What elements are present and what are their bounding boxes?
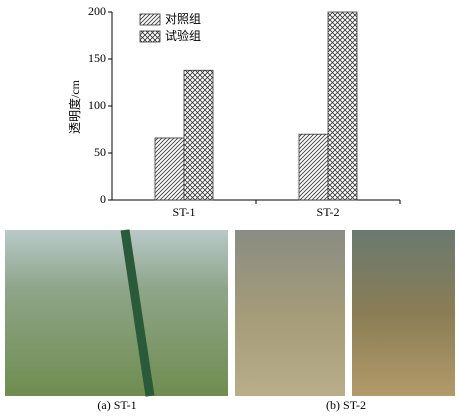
legend-swatch (140, 31, 160, 42)
bar (299, 134, 328, 200)
bar (328, 12, 357, 200)
y-axis-label: 透明度/cm (67, 79, 82, 134)
photo (5, 230, 228, 396)
y-tick-label: 150 (88, 51, 106, 65)
legend-swatch (140, 14, 160, 25)
figure: 透明度/cm (a) ST-1 (b) ST-2 0 50 100 150 200 ST-… (0, 0, 459, 416)
bar (184, 70, 213, 200)
bar (155, 138, 184, 200)
photo (235, 230, 345, 396)
y-tick-label: 100 (88, 98, 106, 112)
y-tick-label: 200 (88, 4, 106, 18)
y-tick-label: 0 (100, 192, 106, 206)
x-tick-label: ST-1 (173, 205, 196, 219)
y-tick-label: 50 (94, 145, 106, 159)
legend-label: 试验组 (165, 28, 201, 43)
caption: (a) ST-1 (97, 398, 136, 412)
legend-label: 对照组 (165, 12, 201, 26)
caption: (b) ST-2 (326, 398, 366, 412)
x-tick-label: ST-2 (317, 205, 340, 219)
photo (352, 230, 455, 396)
